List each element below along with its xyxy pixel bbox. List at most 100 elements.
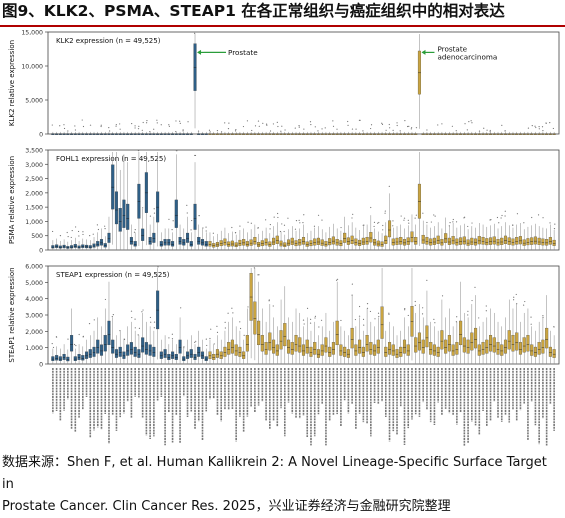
outlier-point: [100, 125, 102, 128]
outlier-point: [407, 219, 409, 221]
box-cancer: [410, 231, 414, 243]
outlier-point: [281, 223, 283, 225]
outlier-point: [133, 231, 136, 233]
box-normal: [85, 351, 89, 359]
box-normal: [171, 351, 175, 359]
box-normal: [66, 246, 70, 249]
box-normal: [186, 232, 190, 243]
outlier-point: [247, 306, 249, 308]
outlier-point: [355, 128, 357, 130]
outlier-point: [332, 125, 335, 127]
outlier-point: [134, 125, 136, 127]
box-cancer: [354, 238, 358, 246]
outlier-point: [363, 324, 365, 326]
box-cancer: [219, 351, 223, 359]
y-tick-label: 2,500: [25, 176, 43, 183]
outlier-point: [542, 130, 544, 132]
box-cancer: [290, 342, 294, 355]
box-cancer: [485, 238, 489, 246]
outlier-point: [142, 309, 144, 311]
outlier-point: [486, 129, 488, 131]
outlier-point: [433, 214, 435, 216]
box-cancer: [492, 236, 496, 245]
outlier-point: [171, 338, 174, 340]
box-cancer: [215, 349, 219, 358]
box-normal: [103, 335, 107, 352]
annotation-label: Prostate: [437, 44, 467, 53]
panel-frame: [47, 31, 560, 135]
outlier-point: [471, 222, 473, 224]
outlier-point: [228, 122, 230, 124]
box-cancer: [373, 344, 377, 356]
outlier-point: [74, 129, 77, 131]
box-cancer: [511, 335, 515, 352]
outlier-point: [137, 149, 140, 152]
annotation-label: Prostate: [228, 48, 258, 57]
outlier-point: [468, 121, 470, 123]
outlier-point: [448, 225, 450, 227]
box-normal: [114, 191, 118, 225]
box-cancer: [470, 237, 474, 245]
outlier-point: [100, 124, 102, 126]
outlier-point: [373, 221, 376, 223]
box-cancer: [219, 240, 223, 247]
box-normal: [118, 208, 122, 232]
outlier-point: [474, 286, 476, 288]
box-cancer: [414, 337, 418, 353]
outlier-point: [104, 228, 106, 230]
box-cancer: [376, 339, 380, 354]
box-cancer: [339, 344, 343, 356]
box-cancer: [365, 335, 369, 352]
outlier-point: [498, 222, 500, 224]
outlier-point: [392, 220, 394, 222]
box-normal: [141, 337, 145, 353]
expression-boxplot-figure: 0 5,000 10,000 15,000 KLK2 relative expressi…: [8, 30, 560, 446]
outlier-point: [89, 124, 92, 126]
outlier-point: [179, 122, 181, 124]
box-cancer: [215, 242, 219, 247]
outlier-point: [175, 149, 177, 151]
box-cancer: [242, 239, 246, 246]
box-cancer: [455, 342, 459, 355]
outlier-point: [175, 120, 177, 122]
box-cancer: [212, 243, 216, 248]
outlier-point: [258, 125, 260, 127]
outlier-point: [59, 125, 61, 127]
outlier-point: [496, 216, 499, 219]
box-cancer: [358, 239, 362, 246]
outlier-point: [415, 127, 418, 129]
box-normal: [122, 199, 126, 228]
y-tick-label: 10,000: [21, 64, 43, 71]
box-cancer: [272, 237, 276, 245]
box-cancer: [249, 239, 253, 246]
box-normal: [174, 199, 178, 228]
outlier-point: [467, 310, 469, 312]
box-normal: [129, 342, 133, 355]
outlier-point: [392, 225, 394, 227]
box-cancer: [522, 239, 526, 246]
box-normal: [182, 239, 186, 246]
box-normal: [126, 203, 130, 230]
outlier-point: [216, 331, 219, 333]
outlier-point: [411, 127, 413, 129]
box-normal: [96, 339, 100, 354]
box-normal: [92, 243, 96, 248]
outlier-point: [382, 229, 384, 231]
outlier-point: [78, 235, 80, 237]
outlier-point: [501, 214, 503, 217]
outlier-point: [96, 224, 98, 226]
outlier-point: [247, 221, 249, 223]
box-normal: [85, 244, 89, 249]
box-normal: [137, 183, 141, 219]
y-tick-label: 1,500: [25, 205, 43, 212]
outlier-point: [302, 222, 304, 224]
outlier-point: [153, 128, 155, 130]
box-cancer: [339, 240, 343, 247]
box-cancer: [298, 239, 302, 246]
outlier-point: [205, 230, 207, 232]
box-cancer: [533, 236, 537, 245]
outlier-point: [277, 216, 279, 219]
outlier-point: [422, 307, 424, 309]
outlier-point: [407, 314, 409, 317]
outlier-point: [437, 124, 439, 126]
